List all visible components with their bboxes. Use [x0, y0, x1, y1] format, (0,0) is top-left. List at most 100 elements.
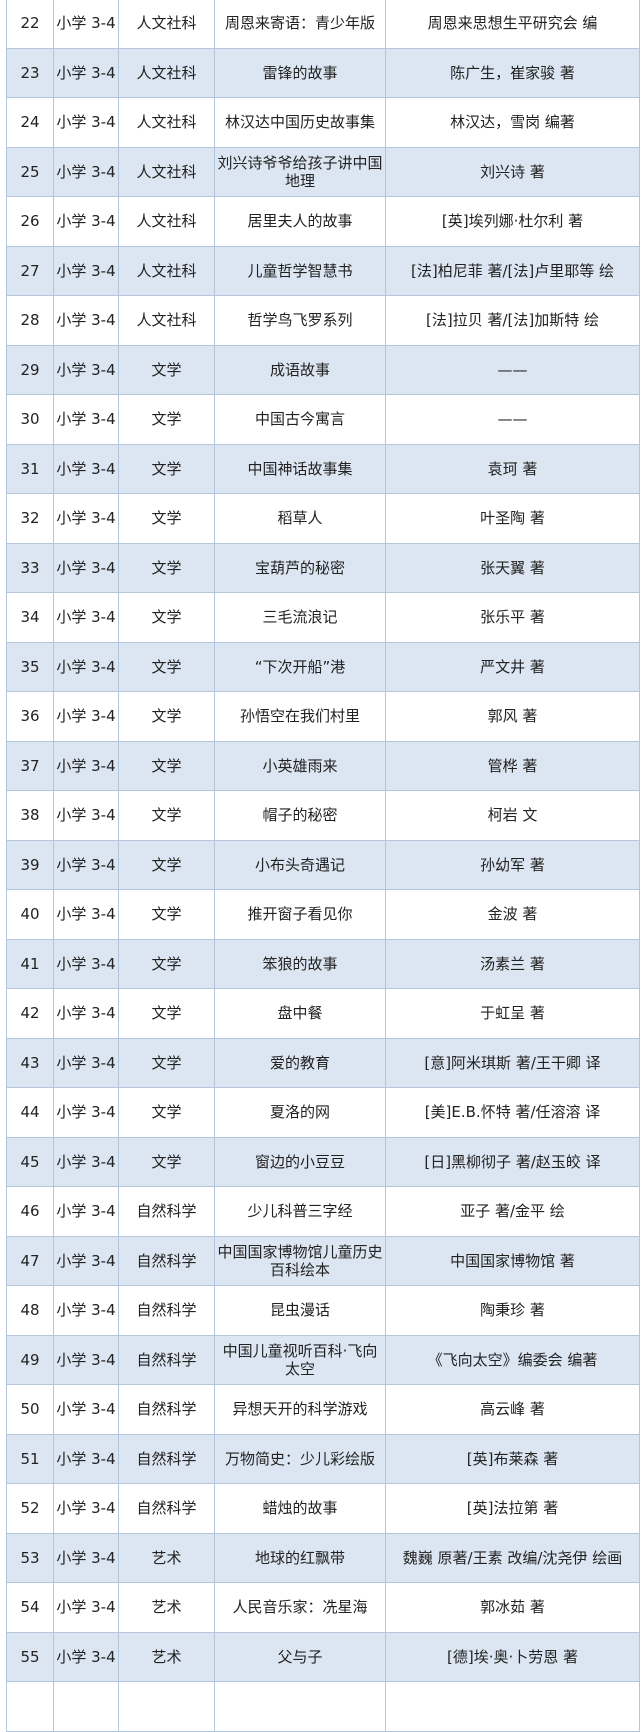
table-row: 30 小学 3-4 文学 中国古今寓言 —— [6, 394, 640, 445]
cell-number: 37 [6, 740, 54, 791]
cell-author: 叶圣陶 著 [385, 493, 640, 544]
cell-title: 儿童哲学智慧书 [214, 245, 386, 296]
cell-grade: 小学 3-4 [53, 1582, 119, 1633]
cell-number: 46 [6, 1186, 54, 1237]
table-row: 53 小学 3-4 艺术 地球的红飘带 魏巍 原著/王素 改编/沈尧伊 绘画 [6, 1532, 640, 1583]
cell-title: 爱的教育 [214, 1037, 386, 1088]
cell-number: 35 [6, 641, 54, 692]
table-row: 26 小学 3-4 人文社科 居里夫人的故事 [英]埃列娜·杜尔利 著 [6, 196, 640, 247]
cell-grade: 小学 3-4 [53, 394, 119, 445]
cell-grade: 小学 3-4 [53, 1384, 119, 1435]
cell-number: 40 [6, 889, 54, 940]
cell-author: 高云峰 著 [385, 1384, 640, 1435]
cell-category: 文学 [118, 443, 215, 494]
table-row: 33 小学 3-4 文学 宝葫芦的秘密 张天翼 著 [6, 542, 640, 593]
cell-author: 陈广生，崔家骏 著 [385, 47, 640, 98]
empty-cell [6, 1681, 54, 1732]
cell-title: 推开窗子看见你 [214, 889, 386, 940]
cell-category: 人文社科 [118, 97, 215, 148]
cell-title: 人民音乐家：冼星海 [214, 1582, 386, 1633]
cell-title: 中国神话故事集 [214, 443, 386, 494]
cell-author: —— [385, 394, 640, 445]
cell-number: 38 [6, 790, 54, 841]
cell-grade: 小学 3-4 [53, 97, 119, 148]
cell-author: 于虹呈 著 [385, 988, 640, 1039]
table-row: 36 小学 3-4 文学 孙悟空在我们村里 郭风 著 [6, 691, 640, 742]
cell-number: 30 [6, 394, 54, 445]
cell-number: 32 [6, 493, 54, 544]
table-row: 44 小学 3-4 文学 夏洛的网 [美]E.B.怀特 著/任溶溶 译 [6, 1087, 640, 1138]
table-row: 35 小学 3-4 文学 “下次开船”港 严文井 著 [6, 641, 640, 692]
cell-category: 人文社科 [118, 245, 215, 296]
cell-grade: 小学 3-4 [53, 988, 119, 1039]
cell-number: 33 [6, 542, 54, 593]
cell-category: 人文社科 [118, 295, 215, 346]
cell-title: 中国国家博物馆儿童历史百科绘本 [214, 1235, 386, 1286]
cell-number: 29 [6, 344, 54, 395]
cell-number: 52 [6, 1483, 54, 1534]
cell-grade: 小学 3-4 [53, 1087, 119, 1138]
cell-title: 地球的红飘带 [214, 1532, 386, 1583]
cell-category: 自然科学 [118, 1235, 215, 1286]
cell-number: 28 [6, 295, 54, 346]
cell-grade: 小学 3-4 [53, 790, 119, 841]
cell-author: 孙幼军 著 [385, 839, 640, 890]
cell-category: 文学 [118, 691, 215, 742]
cell-category: 文学 [118, 938, 215, 989]
table-row-partial [6, 1681, 640, 1732]
cell-category: 自然科学 [118, 1186, 215, 1237]
cell-number: 31 [6, 443, 54, 494]
cell-grade: 小学 3-4 [53, 344, 119, 395]
cell-title: 少儿科普三字经 [214, 1186, 386, 1237]
cell-category: 文学 [118, 988, 215, 1039]
cell-author: 张天翼 著 [385, 542, 640, 593]
cell-grade: 小学 3-4 [53, 295, 119, 346]
table-row: 37 小学 3-4 文学 小英雄雨来 管桦 著 [6, 740, 640, 791]
table-row: 49 小学 3-4 自然科学 中国儿童视听百科·飞向太空 《飞向太空》编委会 编著 [6, 1334, 640, 1385]
cell-title: 笨狼的故事 [214, 938, 386, 989]
table-row: 40 小学 3-4 文学 推开窗子看见你 金波 著 [6, 889, 640, 940]
cell-grade: 小学 3-4 [53, 196, 119, 247]
cell-category: 艺术 [118, 1582, 215, 1633]
cell-category: 文学 [118, 790, 215, 841]
cell-number: 34 [6, 592, 54, 643]
cell-title: 成语故事 [214, 344, 386, 395]
cell-author: 汤素兰 著 [385, 938, 640, 989]
cell-number: 51 [6, 1433, 54, 1484]
cell-author: 亚子 著/金平 绘 [385, 1186, 640, 1237]
cell-title: 小布头奇遇记 [214, 839, 386, 890]
empty-cell [118, 1681, 215, 1732]
table-row: 42 小学 3-4 文学 盘中餐 于虹呈 著 [6, 988, 640, 1039]
cell-category: 文学 [118, 493, 215, 544]
cell-author: 袁珂 著 [385, 443, 640, 494]
cell-category: 文学 [118, 344, 215, 395]
cell-grade: 小学 3-4 [53, 1532, 119, 1583]
cell-number: 48 [6, 1285, 54, 1336]
cell-author: [英]法拉第 著 [385, 1483, 640, 1534]
cell-number: 26 [6, 196, 54, 247]
table-row: 32 小学 3-4 文学 稻草人 叶圣陶 著 [6, 493, 640, 544]
cell-title: 万物简史：少儿彩绘版 [214, 1433, 386, 1484]
cell-author: 郭风 著 [385, 691, 640, 742]
cell-author: [英]布莱森 著 [385, 1433, 640, 1484]
table-row: 39 小学 3-4 文学 小布头奇遇记 孙幼军 著 [6, 839, 640, 890]
cell-number: 43 [6, 1037, 54, 1088]
cell-category: 人文社科 [118, 0, 215, 49]
table-row: 51 小学 3-4 自然科学 万物简史：少儿彩绘版 [英]布莱森 著 [6, 1433, 640, 1484]
cell-grade: 小学 3-4 [53, 0, 119, 49]
cell-grade: 小学 3-4 [53, 493, 119, 544]
cell-grade: 小学 3-4 [53, 542, 119, 593]
cell-author: [英]埃列娜·杜尔利 著 [385, 196, 640, 247]
cell-author: 中国国家博物馆 著 [385, 1235, 640, 1286]
cell-author: 魏巍 原著/王素 改编/沈尧伊 绘画 [385, 1532, 640, 1583]
cell-number: 50 [6, 1384, 54, 1435]
cell-number: 23 [6, 47, 54, 98]
table-row: 41 小学 3-4 文学 笨狼的故事 汤素兰 著 [6, 938, 640, 989]
cell-category: 文学 [118, 1136, 215, 1187]
cell-grade: 小学 3-4 [53, 1334, 119, 1385]
cell-author: [日]黑柳彻子 著/赵玉皎 译 [385, 1136, 640, 1187]
cell-category: 自然科学 [118, 1384, 215, 1435]
cell-author: [法]柏尼菲 著/[法]卢里耶等 绘 [385, 245, 640, 296]
table-row: 27 小学 3-4 人文社科 儿童哲学智慧书 [法]柏尼菲 著/[法]卢里耶等 绘 [6, 245, 640, 296]
cell-author: [德]埃·奥·卜劳恩 著 [385, 1631, 640, 1682]
